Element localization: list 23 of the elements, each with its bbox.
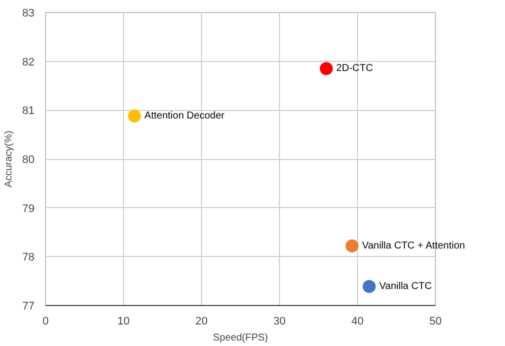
x-axis-title: Speed(FPS) (212, 332, 268, 344)
series-label: Vanilla CTC + Attention (362, 240, 465, 252)
x-tick-label: 20 (195, 316, 208, 328)
y-axis-title: Accuracy(%) (3, 130, 14, 188)
point (128, 110, 141, 123)
y-tick-label: 80 (22, 154, 35, 166)
y-tick-label: 81 (22, 105, 35, 118)
point (362, 280, 376, 293)
x-tick-label: 30 (273, 316, 286, 328)
point (320, 62, 333, 76)
x-tick-label: 50 (429, 316, 442, 328)
x-tick-label: 10 (117, 316, 130, 328)
x-tick-label: 40 (351, 316, 364, 328)
y-tick-label: 79 (22, 202, 35, 215)
series-label: Vanilla CTC (379, 280, 432, 292)
series-label: Attention Decoder (144, 110, 226, 122)
x-tick-label: 0 (42, 316, 49, 328)
y-tick-label: 83 (22, 8, 35, 20)
y-tick-label: 77 (22, 300, 35, 312)
y-tick-label: 82 (22, 56, 35, 68)
point (346, 239, 359, 252)
series-label: 2D-CTC (336, 63, 373, 74)
y-tick-label: 78 (22, 252, 35, 264)
